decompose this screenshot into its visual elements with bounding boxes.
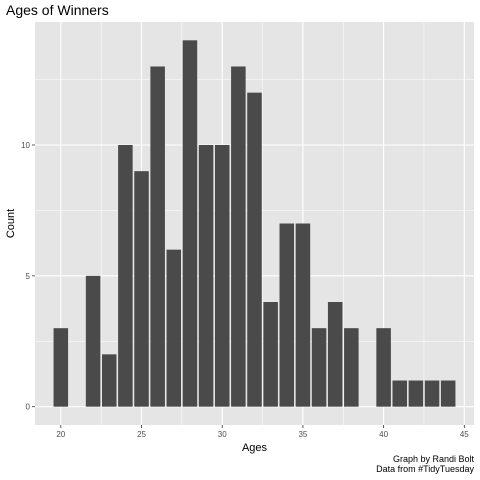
bar: [247, 92, 262, 407]
bar: [440, 380, 456, 407]
y-tick-label: 10: [21, 141, 30, 150]
bar: [85, 275, 101, 407]
y-tick-label: 0: [26, 403, 31, 412]
bar: [376, 328, 391, 407]
bar: [118, 144, 133, 407]
caption-source: Data from #TidyTuesday: [376, 464, 474, 474]
x-tick-label: 30: [218, 430, 227, 439]
x-axis: 20 25 30 35 40 45: [56, 425, 469, 439]
x-tick-label: 40: [379, 430, 388, 439]
bar: [344, 328, 359, 407]
bar: [134, 171, 149, 407]
y-axis-title: Count: [5, 209, 17, 238]
y-tick-label: 5: [26, 272, 31, 281]
bar: [166, 249, 182, 407]
bar: [263, 302, 278, 407]
chart-title: Ages of Winners: [6, 2, 109, 18]
bar: [408, 380, 424, 407]
bars: [53, 40, 456, 407]
bar: [53, 328, 69, 407]
bar: [295, 223, 311, 407]
bar: [198, 144, 214, 407]
x-tick-label: 35: [298, 430, 307, 439]
bar: [279, 223, 295, 407]
x-tick-label: 45: [460, 430, 469, 439]
y-axis: 0 5 10: [21, 141, 35, 412]
bar: [424, 380, 440, 407]
bar: [311, 328, 327, 407]
bar: [392, 380, 408, 407]
x-tick-label: 20: [56, 430, 65, 439]
bar: [231, 66, 246, 407]
bar: [150, 66, 165, 407]
bar: [182, 40, 198, 407]
bar: [214, 144, 230, 407]
x-axis-title: Ages: [242, 442, 268, 454]
bar: [327, 302, 343, 407]
caption-author: Graph by Randi Bolt: [392, 454, 474, 464]
bar: [101, 354, 117, 407]
x-tick-label: 25: [137, 430, 146, 439]
